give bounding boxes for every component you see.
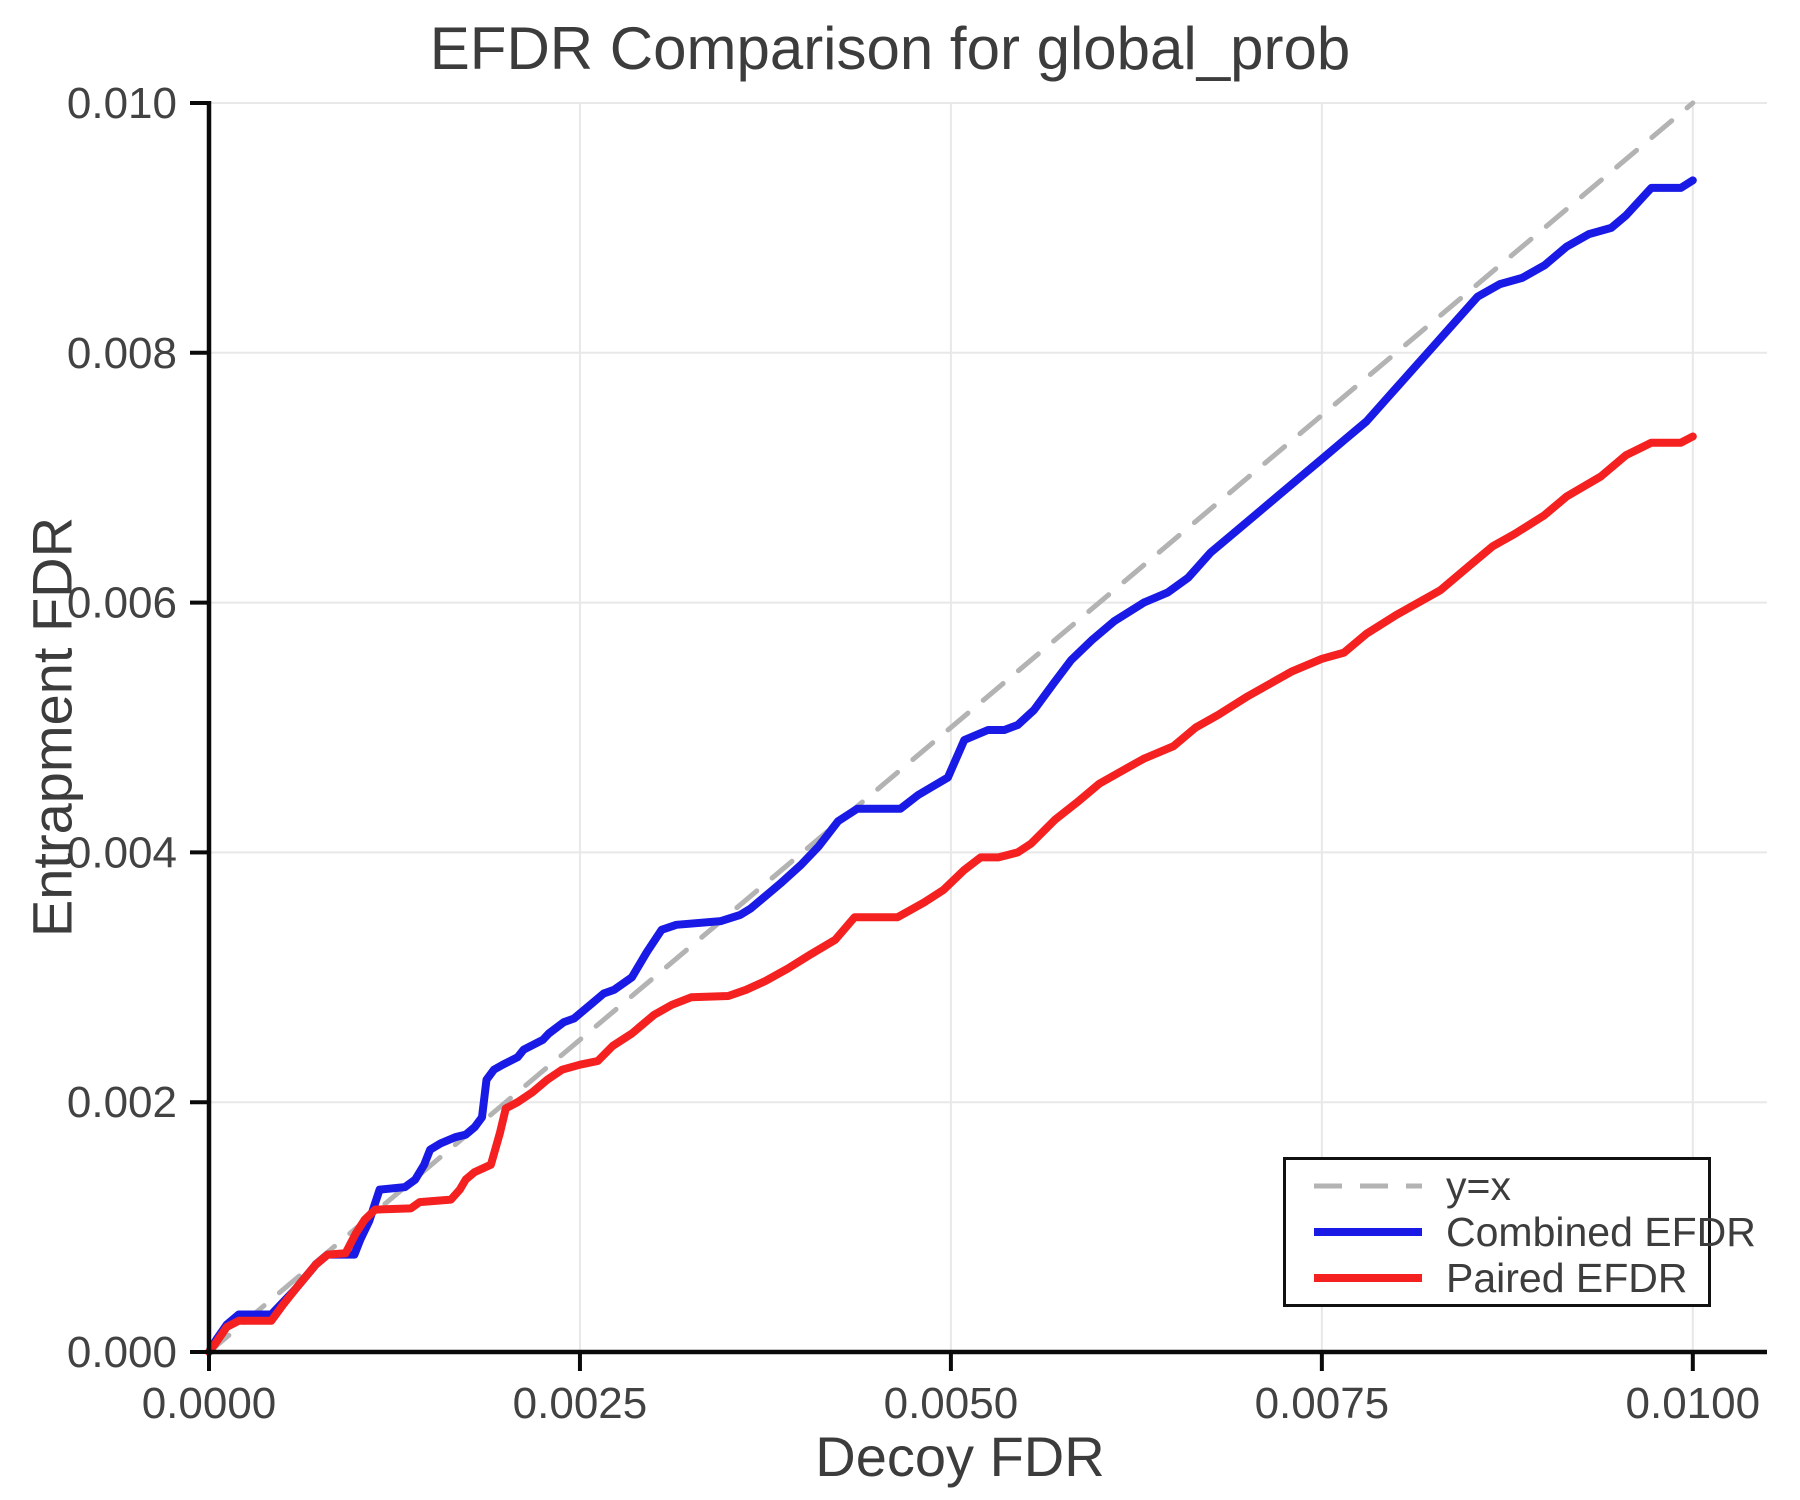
series-line-combined-efdr xyxy=(205,176,1697,1356)
y-tick-label: 0.006 xyxy=(67,579,177,628)
y-axis-label: Entrapment FDR xyxy=(20,516,84,938)
legend-label-identity: y=x xyxy=(1446,1162,1511,1209)
legend-label-paired-efdr: Paired EFDR xyxy=(1446,1254,1688,1301)
y-tick-label: 0.002 xyxy=(67,1078,177,1127)
series-line-identity xyxy=(206,100,1696,1355)
x-tick-label: 0.0025 xyxy=(513,1379,648,1428)
legend-entry-paired-efdr: Paired EFDR xyxy=(1312,1255,1708,1301)
x-tick-label: 0.0050 xyxy=(884,1379,1019,1428)
legend: y=x Combined EFDR Paired EFDR xyxy=(1283,1157,1756,1307)
y-tick-label: 0.010 xyxy=(67,79,177,128)
legend-line-sample-paired-efdr xyxy=(1314,1274,1422,1282)
legend-label-combined-efdr: Combined EFDR xyxy=(1446,1208,1756,1255)
legend-entry-combined-efdr: Combined EFDR xyxy=(1312,1209,1756,1255)
x-axis-label: Decoy FDR xyxy=(815,1425,1105,1488)
series-line-paired-efdr xyxy=(205,432,1697,1356)
y-tick-label: 0.004 xyxy=(67,828,177,877)
x-tick-label: 0.0075 xyxy=(1255,1379,1390,1428)
x-tick-label: 0.0000 xyxy=(142,1379,277,1428)
legend-entry-identity: y=x xyxy=(1312,1163,1708,1209)
y-tick-label: 0.008 xyxy=(67,329,177,378)
y-tick-label: 0.000 xyxy=(67,1328,177,1377)
legend-line-sample-combined-efdr xyxy=(1314,1228,1422,1236)
legend-line-sample-identity xyxy=(1314,1183,1422,1189)
chart-title: EFDR Comparison for global_prob xyxy=(429,15,1351,82)
x-tick-label: 0.0100 xyxy=(1626,1379,1761,1428)
